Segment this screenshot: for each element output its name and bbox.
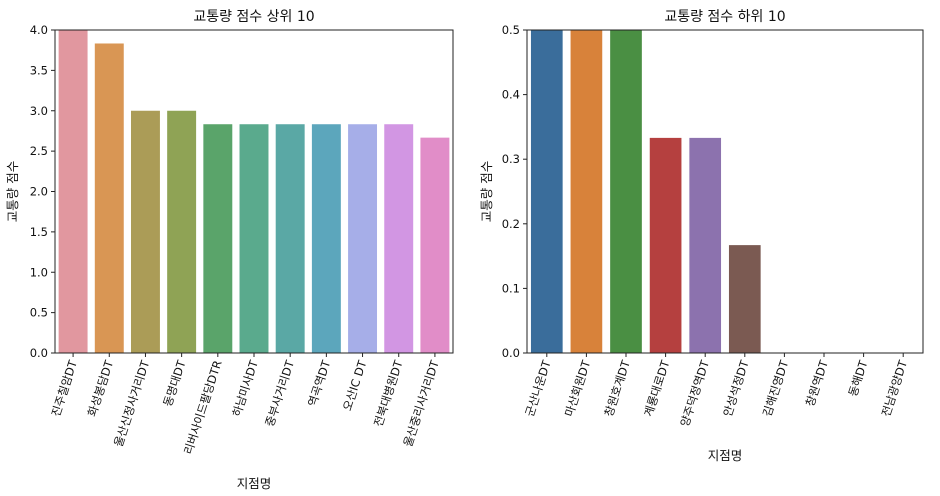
x-tick-label: 진주칠암DT bbox=[49, 358, 81, 419]
bar bbox=[239, 124, 269, 353]
bar bbox=[275, 124, 305, 353]
x-tick-label: 오산IC DT bbox=[340, 358, 370, 413]
bar bbox=[348, 124, 378, 353]
x-tick-label: 군산나운DT bbox=[522, 358, 554, 419]
chart-title: 교통량 점수 상위 10 bbox=[193, 9, 314, 25]
bar bbox=[689, 137, 722, 353]
x-tick-label: 전남광양DT bbox=[879, 358, 911, 419]
bar bbox=[58, 30, 88, 353]
y-tick-label: 0.5 bbox=[502, 23, 520, 37]
x-tick-label: 김해진영DT bbox=[760, 358, 792, 419]
y-tick-label: 3.0 bbox=[30, 104, 48, 118]
x-tick-label: 창원역DT bbox=[803, 358, 831, 409]
y-tick-label: 4.0 bbox=[30, 23, 48, 37]
y-tick-label: 0.3 bbox=[502, 152, 520, 166]
y-tick-label: 0.5 bbox=[30, 306, 48, 320]
bar bbox=[311, 124, 341, 353]
plot-frame bbox=[526, 29, 924, 354]
x-tick-label: 울산신정사거리DT bbox=[111, 358, 152, 449]
y-tick-label: 0.2 bbox=[502, 217, 520, 231]
y-tick-label: 2.5 bbox=[30, 144, 48, 158]
plot-frame bbox=[54, 29, 454, 354]
y-tick-label: 3.5 bbox=[30, 63, 48, 77]
y-axis-label: 교통량 점수 bbox=[479, 161, 494, 222]
x-tick-label: 화성봉담DT bbox=[85, 358, 117, 419]
bar bbox=[420, 137, 450, 353]
bar bbox=[167, 110, 197, 353]
chart-title: 교통량 점수 하위 10 bbox=[664, 9, 785, 25]
x-tick-label: 창원호계DT bbox=[602, 358, 634, 419]
x-axis-label: 지점명 bbox=[708, 448, 743, 463]
bar bbox=[530, 30, 563, 353]
bar bbox=[130, 110, 160, 353]
bar bbox=[94, 43, 124, 353]
x-tick-label: 동명대DT bbox=[160, 358, 188, 409]
x-tick-label: 안성석정DT bbox=[720, 358, 752, 419]
x-tick-label: 계룡대로DT bbox=[641, 358, 673, 419]
y-tick-label: 0.1 bbox=[502, 281, 520, 295]
bar bbox=[203, 124, 233, 353]
x-tick-label: 중부사거리DT bbox=[262, 358, 297, 429]
x-tick-label: 역곡역DT bbox=[305, 358, 333, 409]
x-axis-label: 지점명 bbox=[237, 476, 272, 491]
chart-bottom10: 교통량 점수 하위 10 지점명 교통량 점수 군산나운DT 마산회원DT 창원호계… bbox=[479, 9, 924, 463]
x-tick-label: 마산회원DT bbox=[562, 358, 594, 419]
x-tick-label: 동해DT bbox=[846, 358, 871, 398]
y-tick-label: 1.5 bbox=[30, 225, 48, 239]
x-tick-label: 전북대병원DT bbox=[371, 358, 406, 429]
bar bbox=[570, 30, 603, 353]
bar bbox=[610, 30, 642, 353]
y-tick-label: 1.0 bbox=[30, 265, 48, 279]
y-tick-label: 0.0 bbox=[30, 346, 48, 360]
y-tick-label: 2.0 bbox=[30, 185, 48, 199]
y-tick-label: 0.0 bbox=[502, 346, 520, 360]
x-tick-label: 리버사이드팔당DTR bbox=[181, 359, 225, 456]
bar bbox=[728, 245, 761, 353]
bar bbox=[649, 137, 682, 353]
x-tick-label: 하남미사DT bbox=[230, 358, 262, 419]
y-tick-label: 0.4 bbox=[502, 88, 520, 102]
y-axis-label: 교통량 점수 bbox=[5, 161, 20, 222]
chart-top10: 교통량 점수 상위 10 지점명 교통량 점수 진주칠암DT 화성봉담DT울산신정… bbox=[5, 9, 454, 491]
x-tick-label: 양주덕정역DT bbox=[677, 358, 712, 429]
x-tick-label: 울산중리사거리DT bbox=[401, 358, 442, 449]
bar bbox=[384, 124, 414, 353]
